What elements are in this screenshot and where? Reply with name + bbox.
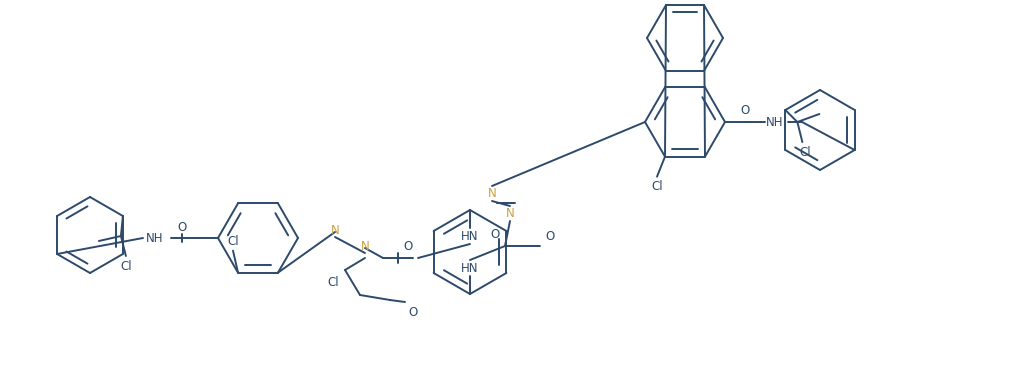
Text: O: O <box>177 220 187 233</box>
Text: N: N <box>331 223 340 236</box>
Text: NH: NH <box>146 232 164 244</box>
Text: Cl: Cl <box>799 145 812 158</box>
Text: N: N <box>361 240 369 253</box>
Text: Cl: Cl <box>120 259 132 273</box>
Text: O: O <box>409 305 418 318</box>
Text: O: O <box>490 227 499 240</box>
Text: N: N <box>487 187 496 200</box>
Text: Cl: Cl <box>327 276 339 289</box>
Text: N: N <box>505 207 515 220</box>
Text: Cl: Cl <box>651 180 663 193</box>
Text: Cl: Cl <box>227 235 239 248</box>
Text: O: O <box>545 230 554 243</box>
Text: HN: HN <box>462 230 479 243</box>
Text: HN: HN <box>462 262 479 275</box>
Text: O: O <box>740 104 750 116</box>
Text: O: O <box>404 240 413 253</box>
Text: NH: NH <box>766 115 784 128</box>
